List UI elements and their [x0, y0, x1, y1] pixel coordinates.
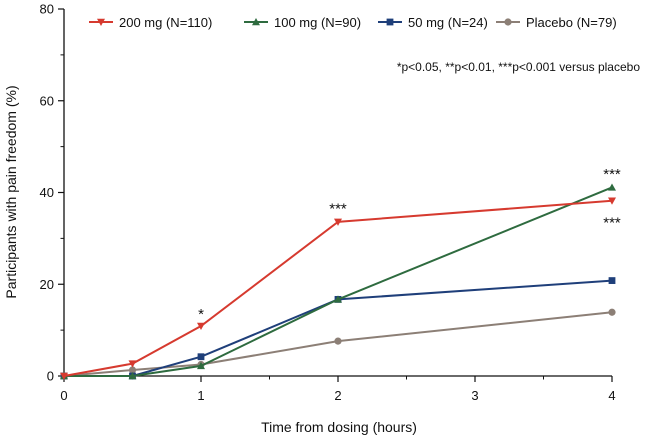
series-3 [60, 308, 616, 380]
data-point [334, 218, 342, 226]
legend-label: 50 mg (N=24) [408, 15, 488, 30]
significance-marker: *** [603, 166, 621, 183]
significance-marker: *** [603, 214, 621, 231]
series-line [64, 279, 613, 377]
y-tick-label: 80 [40, 2, 54, 17]
legend-label: 100 mg (N=90) [274, 15, 361, 30]
data-point [608, 183, 616, 191]
legend-swatch-marker [252, 18, 260, 26]
y-axis-title: Participants with pain freedom (%) [3, 85, 19, 298]
legend-label: Placebo (N=79) [526, 15, 617, 30]
x-tick-label: 0 [60, 388, 67, 403]
legend-label: 200 mg (N=110) [119, 15, 212, 30]
x-tick-label: 2 [334, 388, 341, 403]
data-point [197, 322, 205, 330]
legend-item: 200 mg (N=110) [89, 15, 212, 30]
data-point [334, 337, 342, 345]
significance-marker: *** [329, 201, 347, 218]
series-1 [60, 183, 616, 380]
data-point [608, 308, 616, 316]
x-tick-label: 4 [608, 388, 615, 403]
y-tick-label: 20 [40, 277, 54, 292]
legend-swatch-marker [97, 18, 105, 26]
legend: 200 mg (N=110) 100 mg (N=90) 50 mg (N=24) P… [89, 15, 617, 30]
y-tick-label: 40 [40, 185, 54, 200]
data-point [60, 372, 68, 380]
y-tick-label: 0 [47, 369, 54, 384]
legend-swatch-marker [386, 18, 394, 26]
data-point [197, 361, 205, 370]
axes: 0 20 40 60 80 0 1 2 3 4 [40, 2, 616, 404]
legend-item: 100 mg (N=90) [244, 15, 361, 30]
series-layer [60, 183, 616, 380]
series-0 [60, 197, 616, 380]
significance-marker: * [198, 306, 204, 323]
data-point [197, 353, 205, 361]
x-tick-label: 1 [197, 388, 204, 403]
data-point [128, 366, 137, 374]
series-2 [60, 277, 616, 380]
data-point [128, 360, 137, 368]
x-axis-title: Time from dosing (hours) [261, 419, 417, 435]
legend-item: 50 mg (N=24) [378, 15, 488, 30]
significance-note: *p<0.05, **p<0.01, ***p<0.001 versus pla… [397, 60, 641, 74]
data-point [608, 197, 616, 205]
y-tick-label: 60 [40, 93, 54, 108]
legend-item: Placebo (N=79) [496, 15, 617, 30]
x-tick-label: 3 [471, 388, 478, 403]
data-point [128, 372, 137, 380]
data-point [334, 295, 342, 303]
legend-swatch-marker [504, 18, 512, 26]
data-point [608, 277, 616, 284]
annotations: ********** [198, 166, 621, 323]
series-line [63, 199, 613, 377]
